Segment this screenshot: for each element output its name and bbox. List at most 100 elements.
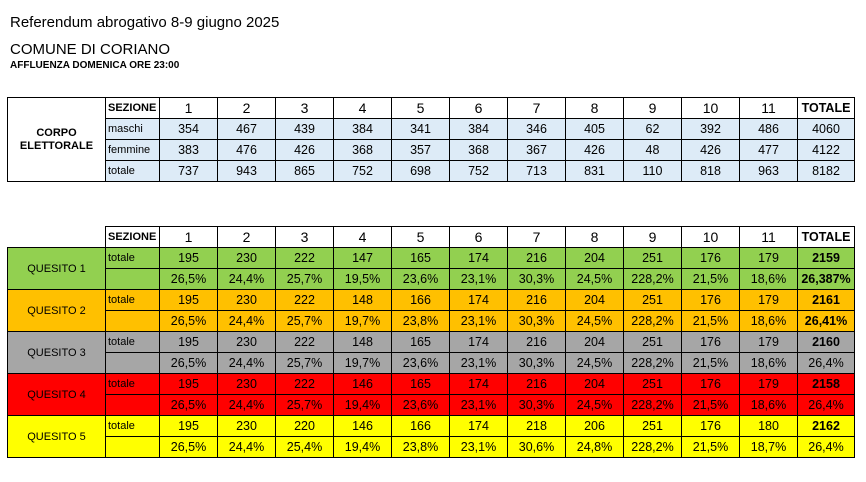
row-total: 4060: [797, 118, 855, 140]
totale-label: totale: [105, 247, 160, 269]
quesito-percent-row: 26,5% 24,4% 25,7% 19,7% 23,8% 23,1% 30,3% 24,5%…: [8, 310, 855, 332]
data-cell: 368: [333, 139, 392, 161]
municipality-name: COMUNE DI CORIANO: [10, 41, 171, 58]
page-title: Referendum abrogativo 8-9 giugno 2025: [10, 14, 280, 31]
count-cell: 222: [275, 373, 334, 395]
count-cell: 176: [681, 247, 740, 269]
percent-cell: 228,2%: [623, 310, 682, 332]
count-cell: 230: [217, 247, 276, 269]
percent-cell: 30,3%: [507, 310, 566, 332]
percent-cell: 228,2%: [623, 394, 682, 416]
count-cell: 204: [565, 289, 624, 311]
quesiti-header-row: SEZIONE 1 2 3 4 5 6 7 8 9 10 11 TOTALE: [8, 226, 855, 248]
percent-cell: 21,5%: [681, 352, 740, 374]
section-number: 4: [333, 226, 392, 248]
percent-cell: 228,2%: [623, 268, 682, 290]
percent-cell: 23,1%: [449, 352, 508, 374]
percent-cell: 19,7%: [333, 310, 392, 332]
row-label: maschi: [105, 118, 160, 140]
data-cell: 368: [449, 139, 508, 161]
quesiti-table: SEZIONE 1 2 3 4 5 6 7 8 9 10 11 TOTALE QUESITO 1 total…: [7, 226, 855, 458]
count-cell: 251: [623, 289, 682, 311]
percent-cell: 18,6%: [739, 352, 798, 374]
corpo-label-line2: ELETTORALE: [19, 139, 94, 152]
data-cell: 426: [565, 139, 624, 161]
quesito-percent-row: 26,5% 24,4% 25,7% 19,7% 23,6% 23,1% 30,3% 24,5%…: [8, 352, 855, 374]
data-cell: 354: [159, 118, 218, 140]
section-number: 8: [565, 97, 624, 119]
percent-cell: 24,4%: [217, 352, 276, 374]
percent-cell: 25,4%: [275, 436, 334, 458]
sezione-header: SEZIONE: [105, 97, 160, 119]
percent-cell: 21,5%: [681, 268, 740, 290]
section-number: 11: [739, 97, 798, 119]
percent-cell: 24,8%: [565, 436, 624, 458]
count-cell: 230: [217, 373, 276, 395]
percent-cell: 19,5%: [333, 268, 392, 290]
count-cell: 251: [623, 331, 682, 353]
count-cell: 204: [565, 247, 624, 269]
percent-cell: 24,4%: [217, 436, 276, 458]
percent-cell: 24,5%: [565, 394, 624, 416]
count-cell: 216: [507, 373, 566, 395]
count-cell: 216: [507, 247, 566, 269]
quesito-percent-row: 26,5% 24,4% 25,7% 19,5% 23,6% 23,1% 30,3% 24,5%…: [8, 268, 855, 290]
data-cell: 384: [449, 118, 508, 140]
percent-cell: 21,5%: [681, 394, 740, 416]
section-number: 6: [449, 226, 508, 248]
percent-cell: 21,5%: [681, 436, 740, 458]
percent-label-blank: [105, 268, 160, 290]
percent-cell: 26,5%: [159, 394, 218, 416]
quesito-total: 2158: [797, 373, 855, 395]
data-cell: 486: [739, 118, 798, 140]
count-cell: 179: [739, 289, 798, 311]
corpo-header-row: CORPO ELETTORALE SEZIONE 1 2 3 4 5 6 7 8 9 10 11 TOTAL…: [7, 97, 855, 182]
data-cell: 439: [275, 118, 334, 140]
quesito-percent-row: 26,5% 24,4% 25,4% 19,4% 23,8% 23,1% 30,6% 24,8%…: [8, 436, 855, 458]
quesito-count-row: QUESITO 4 totale 195 230 222 146 165 174 216 204 2…: [7, 373, 855, 416]
data-cell: 110: [623, 160, 682, 182]
page-subtitle: AFFLUENZA DOMENICA ORE 23:00: [10, 60, 180, 71]
corpo-label-line1: CORPO: [36, 126, 77, 139]
count-cell: 218: [507, 415, 566, 437]
section-number: 7: [507, 226, 566, 248]
percent-cell: 18,6%: [739, 268, 798, 290]
count-cell: 165: [391, 331, 450, 353]
count-cell: 251: [623, 247, 682, 269]
percent-cell: 24,5%: [565, 310, 624, 332]
totale-label: totale: [105, 331, 160, 353]
section-number: 1: [159, 226, 218, 248]
count-cell: 230: [217, 331, 276, 353]
data-cell: 48: [623, 139, 682, 161]
percent-cell: 23,1%: [449, 394, 508, 416]
count-cell: 222: [275, 331, 334, 353]
section-number: 9: [623, 97, 682, 119]
percent-cell: 23,6%: [391, 268, 450, 290]
count-cell: 195: [159, 247, 218, 269]
percent-cell: 23,1%: [449, 436, 508, 458]
quesito-label: QUESITO 1: [7, 247, 106, 290]
percent-cell: 228,2%: [623, 436, 682, 458]
section-number: 4: [333, 97, 392, 119]
count-cell: 179: [739, 331, 798, 353]
percent-cell: 26,5%: [159, 268, 218, 290]
data-cell: 737: [159, 160, 218, 182]
percent-label-blank: [105, 352, 160, 374]
percent-cell: 18,6%: [739, 394, 798, 416]
data-cell: 62: [623, 118, 682, 140]
section-number: 3: [275, 97, 334, 119]
percent-cell: 25,7%: [275, 394, 334, 416]
count-cell: 195: [159, 289, 218, 311]
section-number: 5: [391, 97, 450, 119]
count-cell: 204: [565, 331, 624, 353]
count-cell: 222: [275, 289, 334, 311]
row-total: 4122: [797, 139, 855, 161]
percent-cell: 25,7%: [275, 310, 334, 332]
quesito-label: QUESITO 4: [7, 373, 106, 416]
count-cell: 174: [449, 331, 508, 353]
count-cell: 251: [623, 373, 682, 395]
row-label: totale: [105, 160, 160, 182]
quesito-total-percent: 26,4%: [797, 352, 855, 374]
percent-cell: 23,6%: [391, 352, 450, 374]
data-cell: 405: [565, 118, 624, 140]
